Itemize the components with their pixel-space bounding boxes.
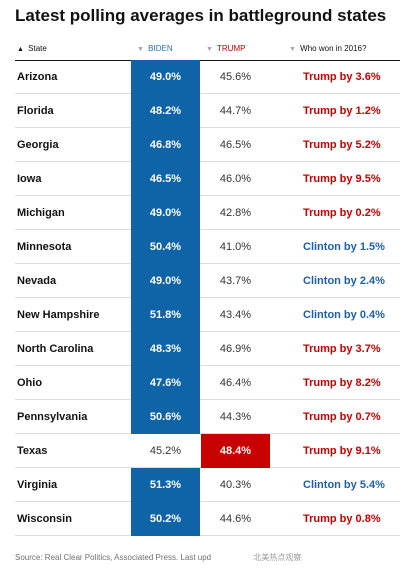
table-row: Florida 48.2% 44.7% Trump by 1.2% bbox=[15, 94, 400, 128]
state-name: Wisconsin bbox=[17, 513, 72, 525]
state-name: Texas bbox=[17, 445, 48, 457]
won-2016-value: Trump by 3.6% bbox=[303, 71, 381, 83]
state-name: North Carolina bbox=[17, 343, 94, 355]
table-row: Nevada 49.0% 43.7% Clinton by 2.4% bbox=[15, 264, 400, 298]
table-row: Minnesota 50.4% 41.0% Clinton by 1.5% bbox=[15, 230, 400, 264]
state-name: New Hampshire bbox=[17, 309, 100, 321]
table-row: Virginia 51.3% 40.3% Clinton by 5.4% bbox=[15, 468, 400, 502]
source-note: Source: Real Clear Politics, Associated … bbox=[15, 550, 400, 566]
state-name: Pennsylvania bbox=[17, 411, 88, 423]
column-header-won-2016[interactable]: ▼ Who won in 2016? bbox=[289, 38, 366, 60]
table-row: Pennsylvania 50.6% 44.3% Trump by 0.7% bbox=[15, 400, 400, 434]
won-2016-value: Trump by 3.7% bbox=[303, 343, 381, 355]
won-2016-value: Clinton by 0.4% bbox=[303, 309, 385, 321]
biden-value: 47.6% bbox=[131, 366, 200, 400]
won-2016-value: Trump by 0.8% bbox=[303, 513, 381, 525]
trump-value: 43.4% bbox=[219, 309, 252, 321]
sort-icon: ▼ bbox=[137, 46, 144, 53]
trump-value: 44.7% bbox=[219, 105, 252, 117]
column-header-biden-label: BIDEN bbox=[148, 44, 173, 53]
biden-value: 49.0% bbox=[131, 264, 200, 298]
won-2016-value: Clinton by 5.4% bbox=[303, 479, 385, 491]
biden-value: 50.6% bbox=[131, 400, 200, 434]
biden-value: 51.8% bbox=[131, 298, 200, 332]
won-2016-value: Trump by 0.2% bbox=[303, 207, 381, 219]
column-header-trump[interactable]: ▼ TRUMP bbox=[206, 38, 245, 60]
state-name: Minnesota bbox=[17, 241, 72, 253]
trump-value: 41.0% bbox=[219, 241, 252, 253]
table-row: Arizona 49.0% 45.6% Trump by 3.6% bbox=[15, 60, 400, 94]
biden-value: 50.4% bbox=[131, 230, 200, 264]
trump-value: 44.6% bbox=[219, 513, 252, 525]
won-2016-value: Trump by 5.2% bbox=[303, 139, 381, 151]
trump-value: 44.3% bbox=[219, 411, 252, 423]
state-name: Virginia bbox=[17, 479, 58, 491]
trump-value: 46.0% bbox=[219, 173, 252, 185]
trump-value: 46.9% bbox=[219, 343, 252, 355]
sort-icon: ▼ bbox=[289, 46, 296, 53]
sort-ascending-icon: ▲ bbox=[17, 46, 24, 53]
table-row: Georgia 46.8% 46.5% Trump by 5.2% bbox=[15, 128, 400, 162]
column-header-state-label: State bbox=[28, 44, 47, 53]
source-text: Source: Real Clear Politics, Associated … bbox=[15, 553, 212, 562]
trump-value: 42.8% bbox=[219, 207, 252, 219]
biden-value: 45.2% bbox=[149, 445, 182, 457]
state-name: Georgia bbox=[17, 139, 59, 151]
biden-value: 49.0% bbox=[131, 60, 200, 94]
table-body: Arizona 49.0% 45.6% Trump by 3.6% Florida 48.… bbox=[15, 60, 400, 536]
won-2016-value: Clinton by 1.5% bbox=[303, 241, 385, 253]
table-row: Texas 45.2% 48.4% Trump by 9.1% bbox=[15, 434, 400, 468]
won-2016-value: Trump by 9.5% bbox=[303, 173, 381, 185]
header-divider bbox=[15, 60, 400, 61]
table-row: Michigan 49.0% 42.8% Trump by 0.2% bbox=[15, 196, 400, 230]
won-2016-value: Trump by 9.1% bbox=[303, 445, 381, 457]
biden-value: 51.3% bbox=[131, 468, 200, 502]
sort-icon: ▼ bbox=[206, 46, 213, 53]
trump-value: 45.6% bbox=[219, 71, 252, 83]
state-name: Arizona bbox=[17, 71, 58, 83]
watermark-text: 北美热点观察 bbox=[253, 553, 302, 562]
column-header-won-2016-label: Who won in 2016? bbox=[300, 44, 367, 53]
state-name: Florida bbox=[17, 105, 54, 117]
state-name: Nevada bbox=[17, 275, 57, 287]
biden-value: 48.2% bbox=[131, 94, 200, 128]
trump-value: 40.3% bbox=[219, 479, 252, 491]
biden-value: 50.2% bbox=[131, 502, 200, 536]
won-2016-value: Trump by 0.7% bbox=[303, 411, 381, 423]
table-row: New Hampshire 51.8% 43.4% Clinton by 0.4% bbox=[15, 298, 400, 332]
column-header-state[interactable]: ▲ State bbox=[17, 38, 47, 60]
trump-value: 46.5% bbox=[219, 139, 252, 151]
state-name: Michigan bbox=[17, 207, 65, 219]
biden-value: 46.8% bbox=[131, 128, 200, 162]
table-row: North Carolina 48.3% 46.9% Trump by 3.7% bbox=[15, 332, 400, 366]
biden-value: 49.0% bbox=[131, 196, 200, 230]
biden-value: 48.3% bbox=[131, 332, 200, 366]
won-2016-value: Clinton by 2.4% bbox=[303, 275, 385, 287]
column-header-trump-label: TRUMP bbox=[217, 44, 246, 53]
biden-value: 46.5% bbox=[131, 162, 200, 196]
table-header: ▲ State ▼ BIDEN ▼ TRUMP ▼ Who won in 201… bbox=[15, 38, 400, 60]
column-header-biden[interactable]: ▼ BIDEN bbox=[137, 38, 173, 60]
trump-value: 43.7% bbox=[219, 275, 252, 287]
trump-value: 46.4% bbox=[219, 377, 252, 389]
chart-title: Latest polling averages in battleground … bbox=[15, 6, 387, 25]
won-2016-value: Trump by 1.2% bbox=[303, 105, 381, 117]
table-row: Iowa 46.5% 46.0% Trump by 9.5% bbox=[15, 162, 400, 196]
table-row: Ohio 47.6% 46.4% Trump by 8.2% bbox=[15, 366, 400, 400]
state-name: Iowa bbox=[17, 173, 42, 185]
trump-value: 48.4% bbox=[201, 434, 270, 468]
table-row: Wisconsin 50.2% 44.6% Trump by 0.8% bbox=[15, 502, 400, 536]
won-2016-value: Trump by 8.2% bbox=[303, 377, 381, 389]
state-name: Ohio bbox=[17, 377, 43, 389]
